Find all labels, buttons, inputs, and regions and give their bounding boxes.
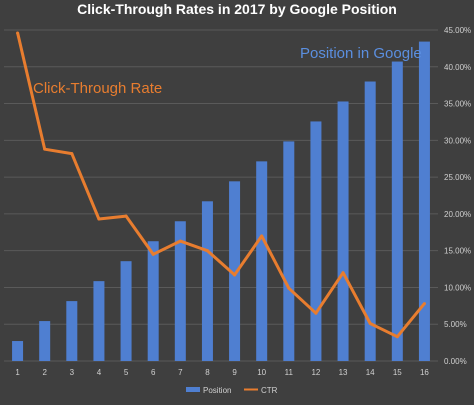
bar-position-10: [256, 161, 268, 361]
x-tick-label: 5: [124, 368, 129, 377]
y-tick-label: 45.00%: [444, 26, 471, 35]
y-tick-label: 0.00%: [444, 357, 467, 366]
ctr-point-5: [124, 214, 128, 218]
ctr-point-12: [314, 311, 318, 315]
ctr-point-4: [97, 217, 101, 221]
bar-position-8: [201, 201, 213, 361]
ctr-point-11: [287, 286, 291, 290]
ctr-point-15: [395, 335, 399, 339]
line-layer: [16, 31, 426, 339]
x-tick-label: 10: [257, 368, 266, 377]
x-ticks: 1 2 3 4 5 6 7 8 9 10 11 12 13 14 15 16: [15, 368, 429, 377]
bar-position-5: [120, 261, 132, 361]
x-tick-label: 16: [420, 368, 429, 377]
bar-position-2: [39, 321, 51, 361]
y-tick-label: 40.00%: [444, 63, 471, 72]
ctr-line: [16, 32, 426, 339]
y-tick-label: 30.00%: [444, 136, 471, 145]
y-tick-label: 25.00%: [444, 173, 471, 182]
ctr-point-16: [422, 302, 426, 306]
ctr-point-7: [178, 239, 182, 243]
bar-position-13: [337, 101, 349, 361]
bar-position-12: [310, 121, 322, 361]
ctr-point-9: [233, 273, 237, 277]
y-tick-label: 20.00%: [444, 210, 471, 219]
ctr-point-6: [151, 252, 155, 256]
bar-position-9: [229, 181, 241, 361]
ctr-point-14: [368, 321, 372, 325]
x-tick-label: 12: [311, 368, 320, 377]
x-tick-label: 9: [232, 368, 237, 377]
bar-position-14: [364, 81, 376, 361]
y-tick-label: 10.00%: [444, 283, 471, 292]
ctr-point-10: [260, 234, 264, 238]
legend-label-ctr: CTR: [261, 386, 278, 395]
x-tick-label: 4: [97, 368, 102, 377]
bar-position-1: [12, 341, 24, 361]
x-tick-label: 11: [285, 368, 294, 377]
chart-title: Click-Through Rates in 2017 by Google Po…: [77, 1, 397, 17]
bar-position-7: [174, 221, 186, 361]
ctr-point-3: [70, 152, 74, 156]
x-tick-label: 8: [205, 368, 210, 377]
y-tick-label: 15.00%: [444, 247, 471, 256]
legend-swatch-position: [186, 387, 200, 392]
bar-position-15: [391, 61, 403, 362]
x-tick-label: 3: [70, 368, 75, 377]
bar-position-11: [283, 141, 295, 361]
ctr-point-1: [16, 31, 20, 35]
bar-position-16: [418, 41, 430, 362]
y-tick-label: 35.00%: [444, 100, 471, 109]
ctr-point-2: [43, 147, 47, 151]
legend: Position CTR: [186, 386, 278, 395]
x-tick-label: 6: [151, 368, 156, 377]
bar-position-4: [93, 281, 105, 361]
y-ticks: 0.00% 5.00% 10.00% 15.00% 20.00% 25.00% 30.00%…: [444, 26, 471, 366]
x-tick-label: 15: [393, 368, 402, 377]
bars-layer: [12, 41, 430, 362]
x-tick-label: 14: [366, 368, 375, 377]
bar-position-6: [147, 241, 159, 361]
x-tick-label: 7: [178, 368, 183, 377]
legend-label-position: Position: [203, 386, 231, 395]
x-tick-label: 13: [339, 368, 348, 377]
ctr-point-13: [341, 271, 345, 275]
y-tick-label: 5.00%: [444, 320, 467, 329]
line-annotation: Click-Through Rate: [33, 80, 162, 97]
x-tick-label: 1: [15, 368, 20, 377]
ctr-point-8: [205, 249, 209, 253]
bar-position-3: [66, 301, 78, 361]
x-tick-label: 2: [42, 368, 47, 377]
bar-annotation: Position in Google: [300, 45, 422, 62]
